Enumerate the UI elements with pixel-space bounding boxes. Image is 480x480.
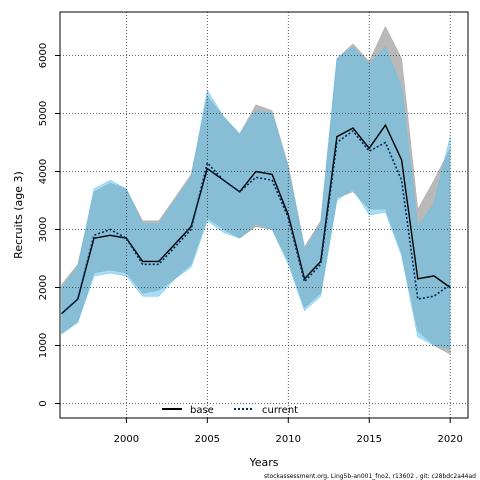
y-tick-label-2000: 2000 [38, 275, 49, 300]
y-tick-label-5000: 5000 [38, 101, 49, 126]
y-axis-title: Recruits (age 3) [12, 171, 25, 259]
series-lines [61, 123, 451, 315]
grid-lines [60, 12, 468, 418]
y-tick-label-0: 0 [38, 400, 49, 406]
y-tick-label-1000: 1000 [38, 333, 49, 358]
y-tick-label-6000: 6000 [38, 43, 49, 68]
confidence-bands [61, 25, 451, 355]
y-tick-label-4000: 4000 [38, 159, 49, 184]
legend: base current [162, 405, 298, 416]
legend-label-current: current [262, 405, 298, 416]
x-tick-label-2005: 2005 [195, 434, 220, 445]
x-tick-label-2010: 2010 [276, 434, 301, 445]
footer-text: stockassessment.org, Ling5b-an001_fno2, … [264, 473, 476, 480]
y-tick-label-3000: 3000 [38, 217, 49, 242]
x-tick-label-2000: 2000 [114, 434, 139, 445]
band-current [61, 46, 451, 349]
y-axis: 0 1000 2000 3000 4000 5000 6000 [38, 43, 60, 407]
x-tick-label-2015: 2015 [357, 434, 382, 445]
x-axis-title: Years [248, 456, 278, 469]
x-axis: 2000 2005 2010 2015 2020 [114, 418, 463, 445]
x-tick-label-2020: 2020 [437, 434, 462, 445]
plot-frame [59, 11, 469, 419]
line-current [61, 129, 451, 315]
legend-label-base: base [190, 405, 214, 416]
